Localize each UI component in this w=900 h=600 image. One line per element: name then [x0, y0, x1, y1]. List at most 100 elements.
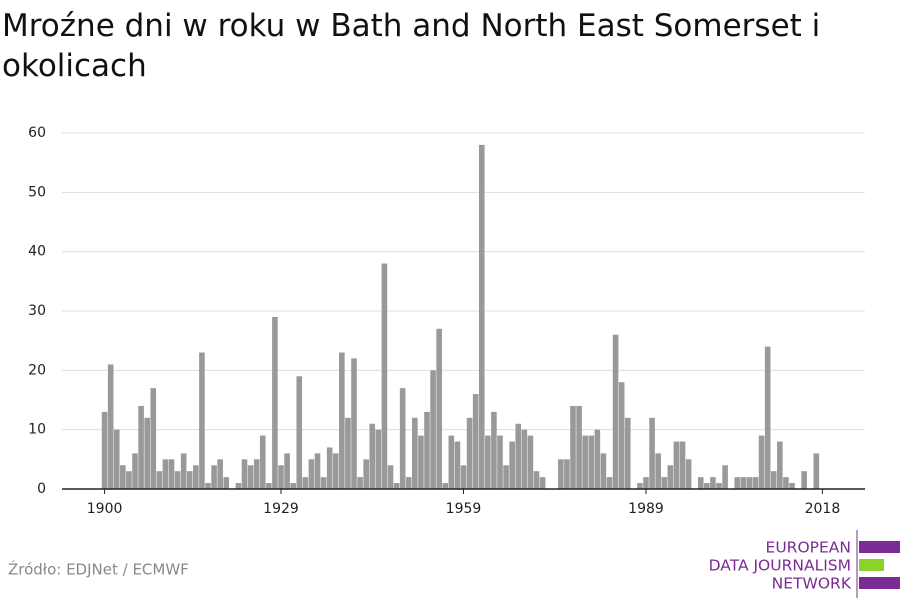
logo-bar	[859, 541, 900, 553]
bar	[758, 435, 765, 489]
logo-text: DATA JOURNALISM	[709, 557, 851, 575]
y-tick-label: 40	[28, 244, 46, 260]
bar	[442, 483, 449, 489]
x-tick-label: 1929	[263, 501, 299, 517]
bar	[497, 435, 503, 489]
bar	[752, 477, 759, 489]
bar	[509, 441, 515, 489]
bar	[588, 435, 595, 489]
bar	[174, 471, 181, 489]
bar	[101, 411, 108, 489]
bar	[576, 405, 582, 489]
bar	[150, 388, 157, 489]
logo-bar	[859, 559, 884, 571]
bar	[168, 459, 175, 489]
bar	[405, 477, 412, 489]
bar	[126, 471, 132, 489]
bar	[430, 370, 436, 489]
bar	[412, 417, 418, 489]
bar	[211, 465, 217, 489]
bar	[746, 477, 753, 489]
bar	[813, 453, 820, 489]
bar	[448, 435, 455, 489]
bar	[515, 423, 522, 489]
bar	[278, 465, 284, 489]
bar	[132, 453, 138, 489]
bar	[618, 382, 625, 489]
bar	[527, 435, 534, 489]
bar	[478, 144, 485, 489]
bar	[205, 483, 211, 489]
bar	[217, 459, 223, 489]
bar	[789, 483, 795, 489]
bar	[320, 477, 327, 489]
bar	[539, 477, 546, 489]
bar	[436, 328, 442, 489]
bar	[570, 405, 576, 489]
bar	[326, 447, 333, 489]
bar	[424, 411, 430, 489]
bar	[740, 477, 747, 489]
source: Źródło: EDJNet / ECMWF	[8, 560, 189, 579]
x-tick-label: 2018	[805, 501, 841, 517]
logo-bar	[859, 577, 900, 589]
bar	[296, 376, 303, 489]
bar	[332, 453, 339, 489]
y-tick-label: 10	[28, 422, 46, 438]
bar	[120, 465, 126, 489]
bar	[369, 423, 376, 489]
bar	[637, 483, 643, 489]
bar	[594, 429, 601, 489]
bar	[612, 334, 619, 489]
bar	[564, 459, 570, 489]
bar	[180, 453, 187, 489]
bar	[710, 477, 716, 489]
bar	[643, 477, 649, 489]
logo-text: EUROPEAN	[766, 539, 851, 557]
bar	[661, 477, 668, 489]
bar	[351, 358, 357, 489]
bar	[186, 471, 193, 489]
bar	[600, 453, 607, 489]
bar	[138, 405, 144, 489]
bar	[272, 316, 278, 489]
bar	[679, 441, 686, 489]
bar	[357, 477, 363, 489]
bar	[199, 352, 205, 489]
bar	[266, 483, 272, 489]
bar	[193, 465, 199, 489]
bar	[308, 459, 315, 489]
x-tick-label: 1959	[446, 501, 482, 517]
bar	[673, 441, 680, 489]
bar	[533, 471, 540, 489]
bar	[290, 483, 296, 489]
bar	[777, 441, 783, 489]
bar	[649, 417, 655, 489]
y-tick-label: 20	[28, 362, 46, 378]
bar	[521, 429, 528, 489]
bar	[259, 435, 266, 489]
bar	[381, 263, 388, 489]
bar	[491, 411, 497, 489]
y-tick-label: 30	[28, 303, 46, 319]
bar	[302, 477, 309, 489]
bar	[345, 417, 351, 489]
chart-title: Mroźne dni w roku w Bath and North East …	[2, 8, 821, 84]
bar	[235, 483, 242, 489]
bar	[606, 477, 613, 489]
bar	[460, 465, 467, 489]
bar	[284, 453, 290, 489]
bar	[704, 483, 710, 489]
bar	[314, 453, 321, 489]
bar	[144, 417, 150, 489]
bar	[734, 477, 741, 489]
bar	[375, 429, 382, 489]
bar	[162, 459, 169, 489]
y-tick-label: 0	[37, 481, 46, 497]
bar	[156, 471, 163, 489]
bar	[113, 429, 120, 489]
bar	[466, 417, 473, 489]
bar	[582, 435, 588, 489]
bar	[697, 477, 704, 489]
